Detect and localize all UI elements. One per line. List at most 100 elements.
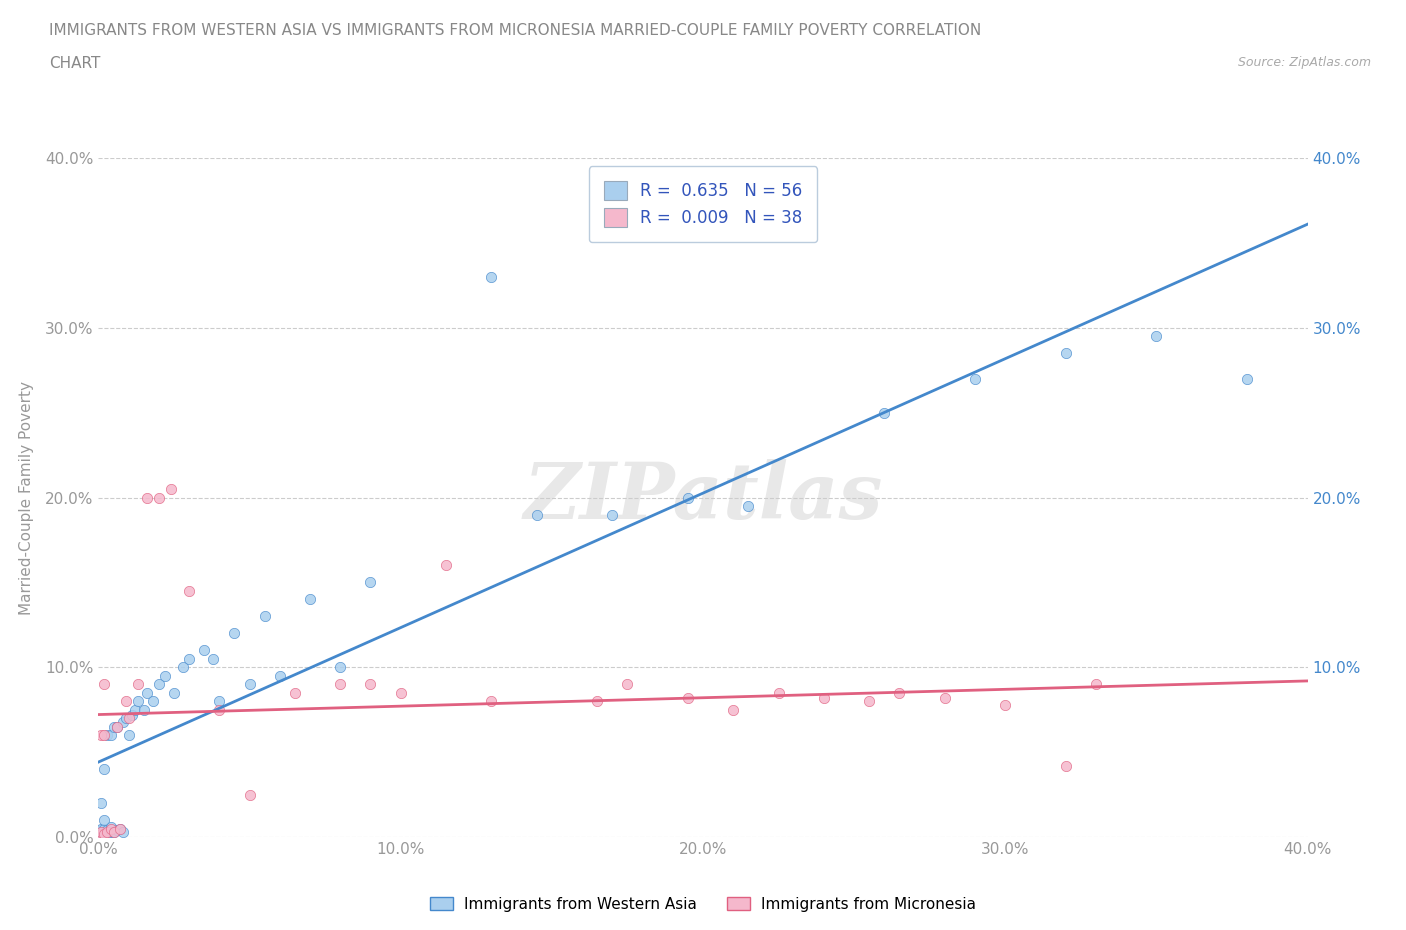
Point — [93, 821, 115, 836]
Point — [434, 558, 457, 573]
Point — [481, 270, 503, 285]
Point — [90, 796, 112, 811]
Point — [153, 669, 176, 684]
Point — [269, 669, 291, 684]
Point — [253, 609, 276, 624]
Point — [208, 702, 231, 717]
Point — [481, 694, 503, 709]
Point — [299, 592, 322, 607]
Point — [105, 719, 128, 734]
Point — [602, 507, 624, 522]
Point — [93, 762, 115, 777]
Point — [96, 727, 118, 742]
Point — [142, 694, 165, 709]
Point — [284, 685, 307, 700]
Point — [90, 825, 112, 840]
Point — [93, 826, 115, 841]
Point — [100, 727, 122, 742]
Point — [93, 677, 115, 692]
Point — [100, 819, 122, 834]
Point — [103, 825, 125, 840]
Point — [127, 677, 149, 692]
Point — [105, 823, 128, 838]
Point — [889, 685, 911, 700]
Point — [114, 711, 136, 725]
Point — [239, 677, 262, 692]
Point — [103, 719, 125, 734]
Point — [1085, 677, 1108, 692]
Point — [111, 714, 134, 729]
Point — [994, 698, 1017, 712]
Point — [329, 660, 352, 675]
Point — [934, 690, 956, 705]
Point — [172, 660, 194, 675]
Point — [118, 711, 141, 725]
Point — [1236, 371, 1258, 386]
Legend: Immigrants from Western Asia, Immigrants from Micronesia: Immigrants from Western Asia, Immigrants… — [425, 890, 981, 918]
Text: CHART: CHART — [49, 56, 101, 71]
Point — [96, 826, 118, 841]
Point — [114, 694, 136, 709]
Point — [1054, 346, 1077, 361]
Text: IMMIGRANTS FROM WESTERN ASIA VS IMMIGRANTS FROM MICRONESIA MARRIED-COUPLE FAMILY: IMMIGRANTS FROM WESTERN ASIA VS IMMIGRAN… — [49, 23, 981, 38]
Point — [873, 405, 896, 420]
Point — [135, 490, 157, 505]
Point — [93, 825, 115, 840]
Point — [224, 626, 246, 641]
Point — [93, 813, 115, 828]
Point — [208, 694, 231, 709]
Legend: R =  0.635   N = 56, R =  0.009   N = 38: R = 0.635 N = 56, R = 0.009 N = 38 — [589, 166, 817, 242]
Point — [723, 702, 745, 717]
Point — [105, 719, 128, 734]
Point — [90, 821, 112, 836]
Point — [90, 823, 112, 838]
Point — [96, 825, 118, 840]
Point — [148, 677, 170, 692]
Text: ZIPatlas: ZIPatlas — [523, 459, 883, 536]
Point — [360, 677, 382, 692]
Point — [616, 677, 638, 692]
Point — [103, 825, 125, 840]
Point — [737, 498, 759, 513]
Point — [93, 826, 115, 841]
Point — [163, 685, 186, 700]
Point — [121, 708, 143, 723]
Point — [135, 685, 157, 700]
Point — [360, 575, 382, 590]
Point — [90, 826, 112, 841]
Point — [202, 651, 225, 666]
Point — [965, 371, 987, 386]
Point — [239, 787, 262, 802]
Point — [193, 643, 215, 658]
Point — [526, 507, 548, 522]
Point — [132, 702, 155, 717]
Point — [768, 685, 790, 700]
Point — [813, 690, 835, 705]
Point — [90, 825, 112, 840]
Point — [179, 651, 201, 666]
Point — [93, 727, 115, 742]
Point — [858, 694, 880, 709]
Point — [1054, 758, 1077, 773]
Point — [160, 482, 183, 497]
Text: Source: ZipAtlas.com: Source: ZipAtlas.com — [1237, 56, 1371, 69]
Point — [90, 826, 112, 841]
Point — [179, 583, 201, 598]
Point — [108, 821, 131, 836]
Point — [96, 823, 118, 838]
Point — [90, 727, 112, 742]
Point — [100, 821, 122, 836]
Point — [676, 490, 699, 505]
Point — [389, 685, 412, 700]
Point — [108, 821, 131, 836]
Point — [127, 694, 149, 709]
Y-axis label: Married-Couple Family Poverty: Married-Couple Family Poverty — [18, 380, 34, 615]
Point — [148, 490, 170, 505]
Point — [1144, 329, 1167, 344]
Point — [124, 702, 146, 717]
Point — [100, 825, 122, 840]
Point — [118, 727, 141, 742]
Point — [586, 694, 609, 709]
Point — [676, 690, 699, 705]
Point — [329, 677, 352, 692]
